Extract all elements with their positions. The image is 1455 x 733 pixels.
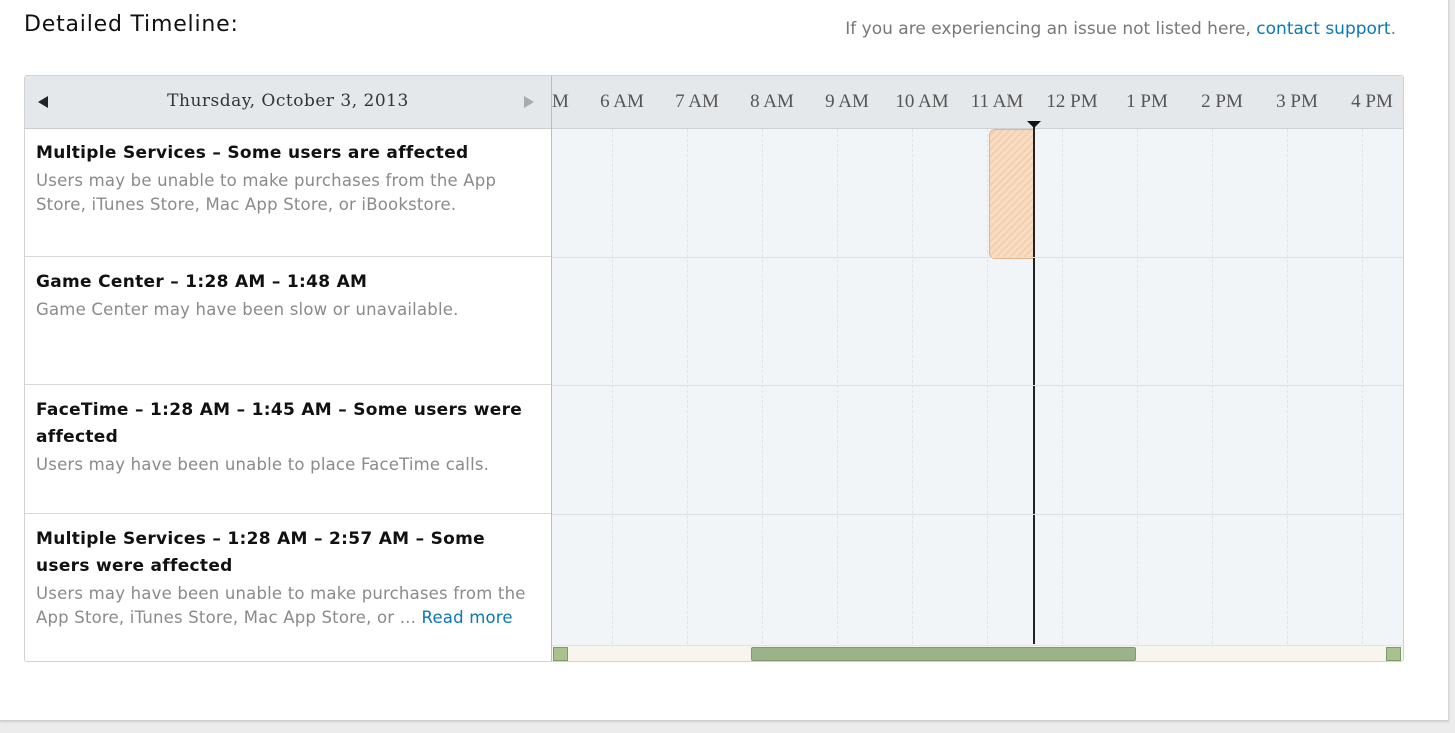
description-text: Users may be unable to make purchases fr…	[36, 171, 497, 214]
row-description: Game Center may have been slow or unavai…	[36, 298, 541, 322]
hour-label: 8 AM	[750, 91, 794, 112]
scroll-right[interactable]	[1386, 647, 1401, 661]
hour-grid-line	[987, 129, 988, 644]
note-suffix: .	[1390, 19, 1396, 39]
read-more-link[interactable]: Read more	[421, 608, 513, 627]
hour-label: 11 AM	[970, 91, 1024, 112]
event-bar[interactable]	[989, 129, 1035, 259]
row-description: Users may have been unable to place Face…	[36, 453, 541, 477]
row-divider	[552, 257, 1403, 258]
row-title: FaceTime – 1:28 AM – 1:45 AM – Some user…	[36, 400, 523, 447]
row-description: Users may be unable to make purchases fr…	[36, 169, 541, 217]
scroll-left[interactable]	[553, 647, 568, 661]
support-note: If you are experiencing an issue not lis…	[845, 19, 1396, 39]
hour-grid-line	[687, 129, 688, 644]
hour-label: 6 AM	[600, 91, 644, 112]
hour-grid-line	[1212, 129, 1213, 644]
row-divider	[552, 514, 1403, 515]
description-text: Users may have been unable to make purch…	[36, 584, 526, 627]
hour-label: 5 AM	[552, 91, 569, 112]
next-day[interactable]	[519, 93, 539, 113]
hour-grid-line	[837, 129, 838, 644]
hour-label: 1 PM	[1126, 91, 1168, 112]
timeline-row: FaceTime – 1:28 AM – 1:45 AM – Some user…	[25, 385, 551, 514]
hour-grid-line	[1287, 129, 1288, 644]
timeline-row: Game Center – 1:28 AM – 1:48 AM Game Cent…	[25, 257, 551, 385]
content-panel: Detailed Timeline: If you are experienci…	[0, 0, 1449, 721]
hour-grid-line	[1137, 129, 1138, 644]
hour-label: 3 PM	[1276, 91, 1318, 112]
hour-grid-line	[1062, 129, 1063, 644]
timeline-row: Multiple Services – 1:28 AM – 2:57 AM – …	[25, 514, 551, 661]
hour-label: 7 AM	[675, 91, 719, 112]
hour-grid-line	[912, 129, 913, 644]
hour-grid-line	[612, 129, 613, 644]
section-title: Detailed Timeline:	[24, 12, 239, 37]
hour-header: 5 AM 6 AM 7 AM 8 AM 9 AM 10 AM 11 AM 12 PM 1 PM 2…	[552, 76, 1403, 129]
timeline-row: Multiple Services – Some users are affec…	[25, 128, 551, 257]
hour-label: 9 AM	[825, 91, 869, 112]
scrollbar[interactable]	[552, 645, 1402, 661]
row-title: Multiple Services – 1:28 AM – 2:57 AM – …	[36, 529, 485, 576]
timeline: Thursday, October 3, 2013 Multiple Servi…	[24, 75, 1404, 662]
date-header: Thursday, October 3, 2013	[25, 76, 551, 129]
hour-grid-line	[1362, 129, 1363, 644]
timeline-grid: 5 AM 6 AM 7 AM 8 AM 9 AM 10 AM 11 AM 12 PM 1 PM 2…	[551, 76, 1403, 661]
hour-label: 2 PM	[1201, 91, 1243, 112]
hour-label: 12 PM	[1046, 91, 1098, 112]
prev-day[interactable]	[35, 93, 55, 113]
note-text: If you are experiencing an issue not lis…	[845, 19, 1257, 39]
description-text: Game Center may have been slow or unavai…	[36, 300, 459, 319]
current-time-marker	[1027, 121, 1041, 128]
support-link[interactable]: contact support	[1256, 19, 1391, 39]
row-title: Multiple Services – Some users are affec…	[36, 143, 469, 163]
description-text: Users may have been unable to place Face…	[36, 455, 490, 474]
row-divider	[552, 385, 1403, 386]
hour-label: 10 AM	[895, 91, 949, 112]
scroll-thumb[interactable]	[751, 647, 1136, 661]
row-title: Game Center – 1:28 AM – 1:48 AM	[36, 272, 368, 292]
date: Thursday, October 3, 2013	[167, 91, 409, 111]
current-time-line	[1033, 122, 1035, 644]
hour-grid-line	[762, 129, 763, 644]
hour-label: 4 PM	[1351, 91, 1393, 112]
row-description: Users may have been unable to make purch…	[36, 582, 541, 630]
